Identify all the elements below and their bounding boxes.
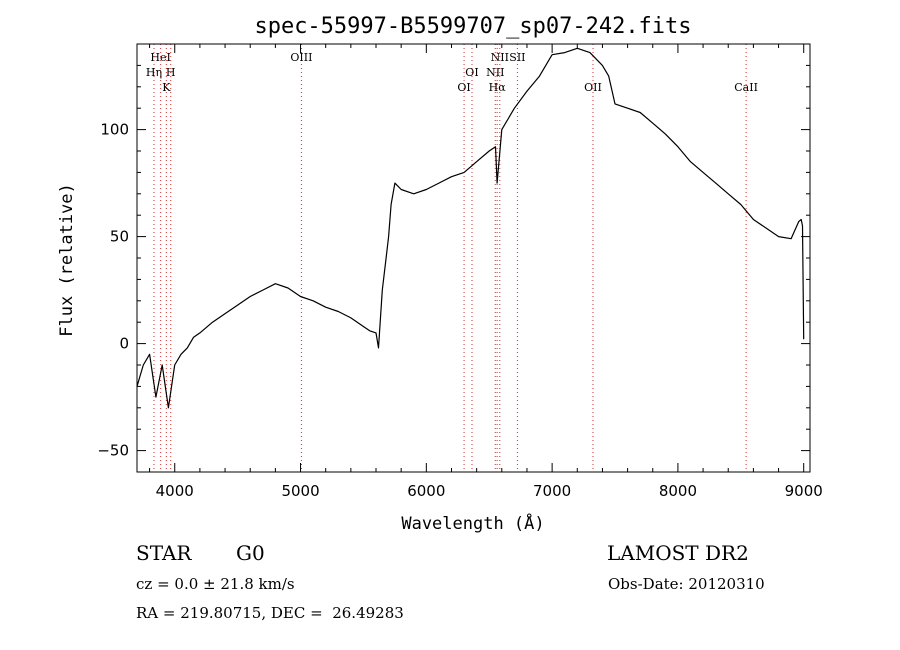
line-label-12: CaII — [734, 81, 758, 94]
y-tick-label: −50 — [97, 442, 129, 460]
plot-frame — [136, 43, 811, 473]
line-label-3: K — [162, 81, 171, 94]
obs-date: Obs-Date: 20120310 — [608, 575, 765, 593]
line-label-9: NII — [486, 66, 504, 79]
spectrum-line-0 — [136, 47, 805, 409]
spectrum-series — [136, 47, 805, 409]
line-label-0: HeI — [150, 51, 170, 64]
line-label-2: H — [166, 66, 176, 79]
object-class: STAR — [136, 541, 192, 565]
y-axis-label: Flux (relative) — [57, 183, 77, 337]
line-label-11: OII — [584, 81, 602, 94]
x-axis-label: Wavelength (Å) — [401, 512, 544, 534]
x-tick-label: 8000 — [659, 482, 697, 500]
line-label-7: NII — [491, 51, 509, 64]
y-tick-label: 100 — [100, 121, 129, 139]
chart-title: spec-55997-B5599707_sp07-242.fits — [254, 14, 691, 39]
x-axis-ticks: 4000 5000 6000 7000 8000 9000 — [149, 44, 823, 500]
line-label-8: SII — [509, 51, 525, 64]
x-tick-label: 6000 — [407, 482, 445, 500]
line-label-5: OI — [465, 66, 478, 79]
x-tick-label: 5000 — [281, 482, 319, 500]
x-tick-label: 7000 — [533, 482, 571, 500]
x-tick-label: 9000 — [785, 482, 823, 500]
line-label-1: Hη — [146, 66, 162, 79]
coordinates: RA = 219.80715, DEC = 26.49283 — [136, 604, 404, 622]
y-tick-label: 50 — [110, 228, 129, 246]
x-tick-label: 4000 — [156, 482, 194, 500]
line-label-10: Hα — [489, 81, 507, 94]
line-label-6: OI — [457, 81, 470, 94]
spectrum-chart: spec-55997-B5599707_sp07-242.fits HeI Hη H… — [57, 14, 823, 534]
survey-name: LAMOST DR2 — [607, 541, 749, 565]
redshift-info: cz = 0.0 ± 21.8 km/s — [136, 575, 295, 593]
y-axis-ticks: −50 0 50 100 — [97, 43, 810, 460]
subclass: G0 — [236, 541, 265, 565]
y-tick-label: 0 — [119, 335, 129, 353]
line-label-4: OIII — [290, 51, 312, 64]
